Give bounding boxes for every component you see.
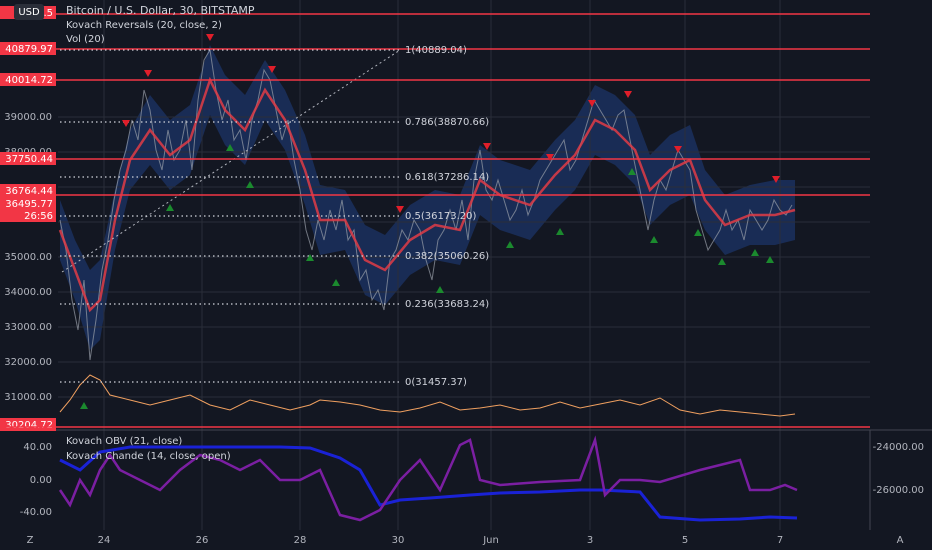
- obv-line: [59, 445, 798, 522]
- oscillator-label: 40.00: [23, 442, 52, 453]
- volume-ma: [59, 374, 796, 417]
- oscillator-label: -40.00: [20, 507, 52, 518]
- currency-box[interactable]: [14, 4, 44, 20]
- footer-right[interactable]: A: [897, 535, 904, 546]
- reversal-up: [436, 286, 444, 293]
- price-tag: [0, 42, 56, 55]
- band: [60, 45, 795, 350]
- reversal-down: [122, 120, 130, 127]
- obv-label: -24000.00: [873, 442, 924, 453]
- price-tag-label: 30204.72: [5, 420, 53, 431]
- reversal-up: [166, 204, 174, 211]
- price-tag: [0, 152, 56, 165]
- chande-line: [58, 435, 798, 522]
- reversal-up: [246, 181, 254, 188]
- moving-average: [58, 76, 796, 313]
- time-label: 24: [98, 535, 111, 546]
- time-label: 30: [392, 535, 405, 546]
- reversal-down: [772, 176, 780, 183]
- time-label: 5: [682, 535, 688, 546]
- price-tag: [0, 73, 56, 86]
- reversal-down: [396, 206, 404, 213]
- reversal-up: [718, 258, 726, 265]
- reversal-down: [144, 70, 152, 77]
- reversal-up: [650, 236, 658, 243]
- price-label: 31000.00: [4, 392, 52, 403]
- reversal-up: [556, 228, 564, 235]
- fib-label: 0.382(35060.26): [405, 251, 489, 262]
- price-tag: [0, 197, 56, 210]
- fib-label: 0.618(37286.14): [405, 172, 489, 183]
- oscillator-label: 0.00: [30, 475, 52, 486]
- reversal-up: [226, 144, 234, 151]
- reversal-down: [483, 143, 491, 150]
- time-label: 28: [294, 535, 307, 546]
- price-label: 34000.00: [4, 287, 52, 298]
- price-label: 39000.00: [4, 112, 52, 123]
- obv-label: -26000.00: [873, 485, 924, 496]
- price-tag-label: 36764.44: [5, 186, 53, 197]
- price-tag-label: 36495.77: [5, 199, 53, 210]
- price-tag-label: 26:56: [24, 211, 53, 222]
- time-label: 7: [777, 535, 783, 546]
- indicator-label: Vol (20): [66, 34, 105, 45]
- price-label: 35000.00: [4, 252, 52, 263]
- reversal-up: [694, 229, 702, 236]
- reversal-up: [628, 168, 636, 175]
- price-tag-label: 40014.72: [5, 75, 53, 86]
- reversal-up: [751, 249, 759, 256]
- reversal-down: [546, 154, 554, 161]
- price-tag-label: 37750.44: [5, 154, 53, 165]
- price-label: 32000.00: [4, 357, 52, 368]
- price-label: 33000.00: [4, 322, 52, 333]
- time-label: Jun: [482, 535, 499, 546]
- reversal-up: [332, 279, 340, 286]
- fib-label: 1(40889.04): [405, 45, 467, 56]
- reversal-down: [588, 100, 596, 107]
- fib-label: 0.5(36173.20): [405, 211, 477, 222]
- reversal-up: [80, 402, 88, 409]
- reversal-down: [624, 91, 632, 98]
- indicator-label: Kovach Chande (14, close, open): [66, 451, 231, 462]
- trend-line: [61, 49, 401, 273]
- reversal-down: [674, 146, 682, 153]
- currency[interactable]: USD: [18, 7, 40, 18]
- chart-title: Bitcoin / U.S. Dollar, 30, BITSTAMP: [66, 4, 255, 17]
- fib-label: 0.786(38870.66): [405, 117, 489, 128]
- time-label: 3: [587, 535, 593, 546]
- indicator-label: Kovach OBV (21, close): [66, 436, 182, 447]
- fib-label: 0(31457.37): [405, 377, 467, 388]
- price: [59, 48, 793, 361]
- price-tag-label: 40879.97: [5, 44, 53, 55]
- reversal-down: [206, 34, 214, 41]
- price-tag: [0, 184, 56, 197]
- reversal-up: [766, 256, 774, 263]
- fib-label: 0.236(33683.24): [405, 299, 489, 310]
- footer-left[interactable]: Z: [27, 535, 34, 546]
- reversal-up: [506, 241, 514, 248]
- indicator-label: Kovach Reversals (20, close, 2): [66, 20, 222, 31]
- time-label: 26: [196, 535, 209, 546]
- price-tag: [0, 209, 56, 222]
- reversal-down: [268, 66, 276, 73]
- reversal-up: [306, 254, 314, 261]
